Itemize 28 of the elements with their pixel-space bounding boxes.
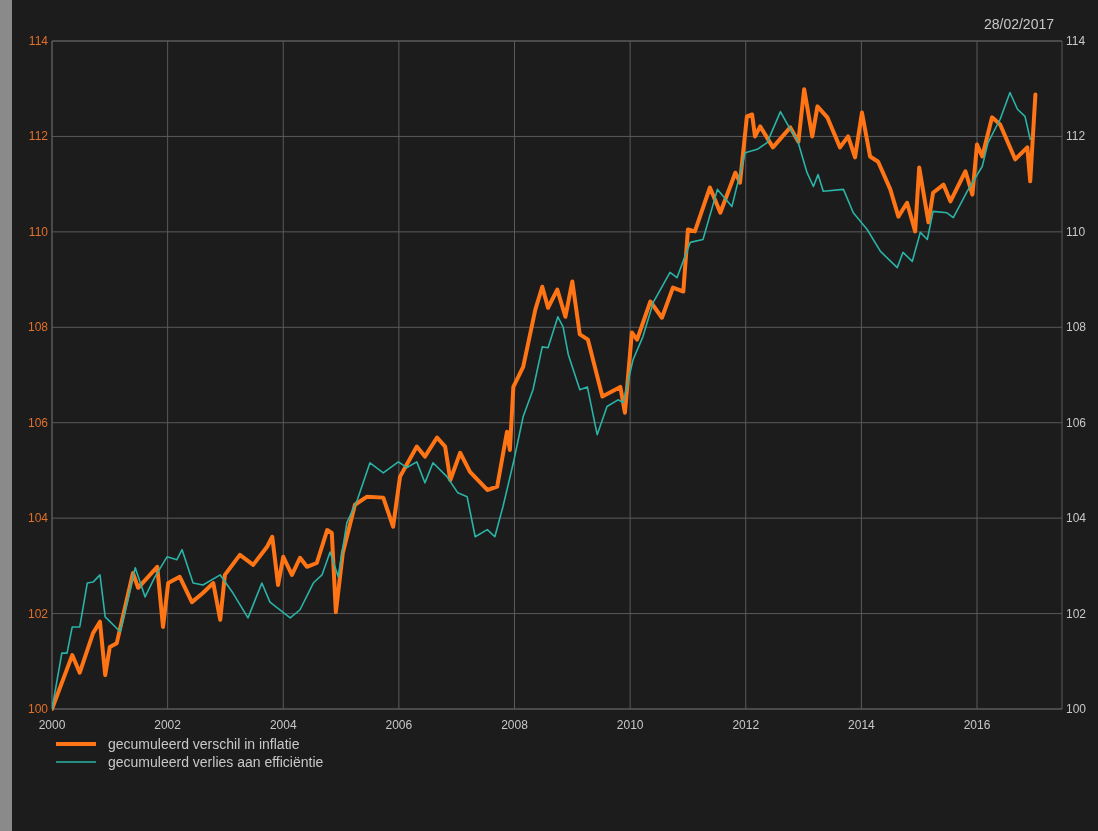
- y-tick-label: 102: [27, 606, 49, 621]
- x-tick-label: 2000: [38, 718, 66, 732]
- x-tick-label: 2010: [616, 718, 644, 732]
- y-tick-label: 114: [28, 34, 49, 48]
- y2-tick-label: 104: [1066, 511, 1087, 526]
- y-tick-label: 104: [27, 511, 49, 526]
- text: 28/02/2017: [983, 16, 1055, 32]
- y2-tick-label: 102: [1066, 606, 1087, 621]
- legend-label: gecumuleerd verlies aan efficiëntie: [108, 754, 324, 770]
- y2-tick-label: 110: [1066, 224, 1086, 239]
- y2-tick-label: 108: [1066, 320, 1087, 335]
- legend-label: gecumuleerd verschil in inflatie: [108, 736, 300, 752]
- x-tick-label: 2014: [848, 718, 876, 732]
- y-tick-label: 108: [27, 320, 49, 335]
- y-tick-label: 112: [28, 129, 49, 144]
- y2-tick-label: 112: [1066, 129, 1086, 144]
- y2-tick-label: 114: [1066, 34, 1086, 48]
- x-tick-label: 2008: [501, 718, 529, 732]
- x-tick-label: 2012: [732, 718, 760, 732]
- x-tick-label: 2002: [154, 718, 182, 732]
- x-tick-label: 2004: [269, 718, 297, 732]
- x-tick-label: 2006: [385, 718, 413, 732]
- y2-tick-label: 106: [1066, 415, 1087, 430]
- y2-tick-label: 100: [1066, 702, 1087, 716]
- y-tick-label: 100: [27, 702, 49, 716]
- y-tick-label: 110: [28, 224, 49, 239]
- x-tick-label: 2016: [963, 718, 991, 732]
- y-tick-label: 106: [27, 415, 49, 430]
